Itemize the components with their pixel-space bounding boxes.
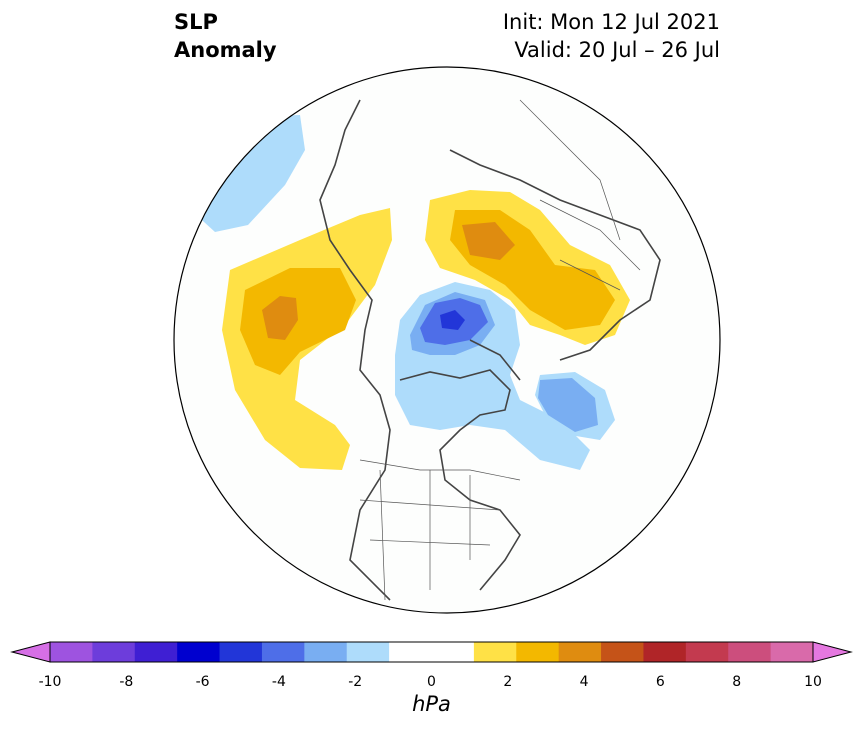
contour-neg-4-center <box>440 310 465 330</box>
valid-range: Valid: 20 Jul – 26 Jul <box>514 38 720 62</box>
colorbar-tick-label: 4 <box>579 674 589 690</box>
colorbar-extend-high <box>812 641 853 663</box>
colorbar-bin <box>92 642 136 662</box>
colorbar-tick-label: 2 <box>503 674 513 690</box>
coastlines <box>319 99 661 601</box>
colorbar-bin <box>389 642 432 662</box>
contour-neg-2-atlantic <box>538 378 598 432</box>
map-frame <box>173 66 721 614</box>
init-date: Init: Mon 12 Jul 2021 <box>502 10 720 34</box>
colorbar-bin <box>134 642 178 662</box>
colorbar-bin <box>516 642 560 662</box>
map-title: SLP Anomaly <box>174 8 277 64</box>
colorbar-bin <box>346 642 390 662</box>
colorbar-bin <box>473 642 517 662</box>
contour-pos-3-east <box>462 222 515 260</box>
colorbar <box>10 641 853 663</box>
colorbar-tick-label: -4 <box>271 674 286 690</box>
colorbar-bin <box>431 642 475 662</box>
colorbar-tick-label: -10 <box>38 674 62 690</box>
colorbar-bin <box>304 642 348 662</box>
colorbar-bin <box>728 642 772 662</box>
colorbar-bin <box>558 642 602 662</box>
colorbar-bin <box>770 642 814 662</box>
colorbar-bins <box>50 642 814 662</box>
colorbar-tick-label: 8 <box>732 674 742 690</box>
colorbar-bin <box>50 642 93 662</box>
colorbar-tick-label: 0 <box>427 674 436 690</box>
colorbar-extend-low <box>10 641 51 663</box>
colorbar-bin <box>219 642 263 662</box>
colorbar-tick-label: -6 <box>195 674 210 690</box>
colorbar-bin <box>177 642 221 662</box>
colorbar-tick-label: 6 <box>655 674 665 690</box>
colorbar-label: hPa <box>412 692 451 716</box>
polar-map <box>173 66 721 614</box>
title-line-2: Anomaly <box>174 38 277 62</box>
contour-pos-3-west <box>262 296 298 340</box>
title-line-1: SLP <box>174 10 218 34</box>
colorbar-tick-label: -2 <box>348 674 363 690</box>
colorbar-bin <box>685 642 729 662</box>
colorbar-tick-label: -8 <box>119 674 134 690</box>
contour-pos-2-west <box>240 268 356 375</box>
colorbar-bin <box>601 642 644 662</box>
colorbar-tick-label: 10 <box>804 674 822 690</box>
date-info: Init: Mon 12 Jul 2021 Valid: 20 Jul – 26… <box>503 8 720 64</box>
colorbar-bin <box>643 642 687 662</box>
colorbar-outline <box>49 641 814 663</box>
borders <box>359 99 641 601</box>
colorbar-bin <box>261 642 305 662</box>
